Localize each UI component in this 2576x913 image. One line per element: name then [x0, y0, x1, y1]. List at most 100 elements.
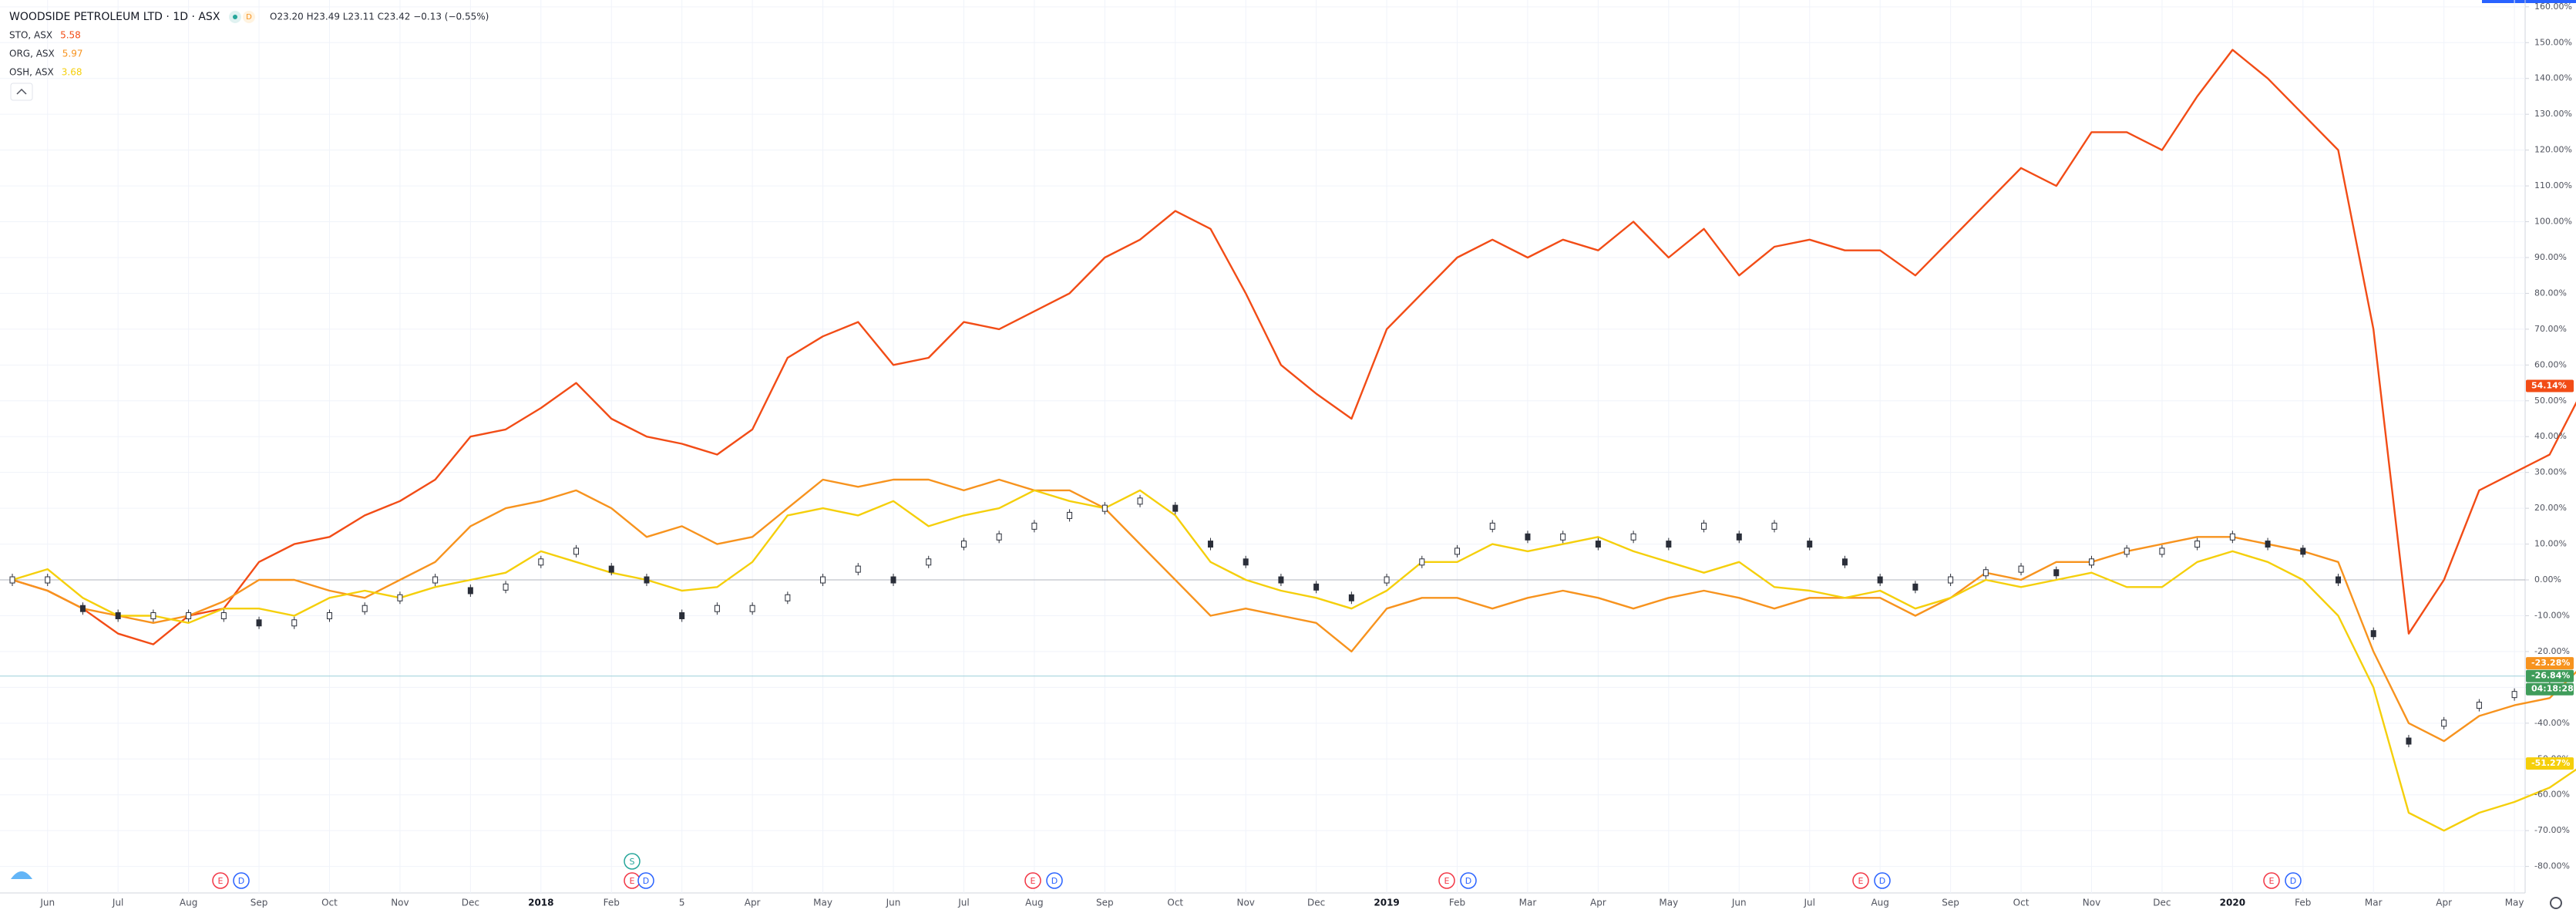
interval-icon — [243, 11, 255, 23]
candle — [2018, 565, 2024, 573]
last-value-badge — [2526, 757, 2574, 770]
last-value-label: -26.84% — [2531, 671, 2570, 681]
series-line — [12, 489, 2576, 832]
y-tick-label: 50.00% — [2534, 396, 2567, 406]
candle — [256, 619, 262, 627]
event-marker[interactable] — [624, 853, 641, 870]
event-marker[interactable] — [2263, 872, 2280, 889]
legend-name[interactable]: STO, ASX — [9, 30, 52, 41]
y-tick-label: 90.00% — [2534, 252, 2567, 262]
x-tick-label: Feb — [2295, 898, 2311, 908]
candle — [1912, 583, 1919, 591]
candle — [1595, 541, 1601, 548]
candle — [9, 576, 15, 584]
candle — [1489, 522, 1495, 530]
y-tick-label: 10.00% — [2534, 539, 2567, 549]
candle — [1982, 569, 1989, 577]
event-marker[interactable] — [637, 872, 654, 889]
candle — [326, 611, 332, 619]
last-value-label: -51.27% — [2531, 758, 2570, 768]
event-marker[interactable] — [1874, 872, 1891, 889]
event-label: S — [630, 857, 635, 867]
x-tick-label: Oct — [1167, 898, 1183, 908]
y-tick-label: 120.00% — [2534, 145, 2572, 155]
candle — [1525, 533, 1531, 541]
y-tick-label: 130.00% — [2534, 109, 2572, 119]
event-label: D — [2290, 876, 2296, 886]
x-tick-label: Jun — [39, 898, 55, 908]
x-tick-label: 2020 — [2220, 898, 2245, 908]
event-label: E — [2269, 876, 2275, 886]
x-tick-label: Nov — [1236, 898, 1254, 908]
candle — [1771, 522, 1777, 530]
event-marker[interactable] — [212, 872, 229, 889]
grid — [0, 0, 2525, 893]
candle — [2476, 702, 2482, 709]
candle — [291, 619, 298, 627]
candle — [2441, 719, 2447, 727]
plot — [9, 49, 2576, 832]
x-tick-label: 2018 — [528, 898, 553, 908]
candle — [538, 558, 544, 566]
candle — [1630, 533, 1636, 541]
settings-icon[interactable] — [2550, 897, 2562, 909]
x-tick-label: Mar — [1519, 898, 1537, 908]
candle — [186, 611, 192, 619]
candle — [503, 583, 509, 591]
y-tick-label: 20.00% — [2534, 503, 2567, 513]
x-tick-label: Aug — [1871, 898, 1888, 908]
event-marker[interactable] — [1852, 872, 1869, 889]
candle — [960, 541, 967, 548]
legend-price: 5.97 — [62, 49, 83, 59]
last-value-badge — [2526, 657, 2574, 670]
event-marker[interactable] — [233, 872, 250, 889]
x-tick-label: 5 — [679, 898, 685, 908]
collapse-icon — [16, 88, 27, 95]
candle — [820, 576, 826, 584]
candle — [1348, 594, 1354, 601]
candle — [1560, 533, 1566, 541]
y-tick-label: -40.00% — [2534, 718, 2570, 728]
collapse-button[interactable] — [10, 83, 33, 101]
ohlc: O23.20 H23.49 L23.11 C23.42 −0.13 (−0.55… — [270, 12, 489, 22]
candle — [1701, 522, 1707, 530]
candle — [467, 587, 473, 595]
logo-icon[interactable] — [11, 871, 32, 879]
countdown-badge — [2526, 682, 2574, 696]
candle — [785, 594, 791, 601]
legend-price: 3.68 — [62, 67, 82, 78]
x-tick-label: May — [813, 898, 832, 908]
y-tick-label: -10.00% — [2534, 610, 2570, 620]
legend-name[interactable]: OSH, ASX — [9, 67, 54, 78]
event-marker[interactable] — [1460, 872, 1477, 889]
candle — [2300, 547, 2306, 555]
legend-name[interactable]: ORG, ASX — [9, 49, 55, 59]
x-tick-label: Apr — [745, 898, 761, 908]
candle — [150, 611, 156, 619]
legend: STO, ASX 5.58 ORG, ASX 5.97 OSH, ASX 3.68 — [9, 30, 82, 78]
y-tick-label: 40.00% — [2534, 431, 2567, 441]
event-marker[interactable] — [1024, 872, 1041, 889]
y-tick-label: -80.00% — [2534, 861, 2570, 871]
candle — [2194, 541, 2201, 548]
candle — [1067, 511, 1073, 519]
x-tick-label: Jul — [1803, 898, 1814, 908]
x-tick-label: Dec — [1307, 898, 1325, 908]
candle — [679, 611, 685, 619]
candle — [1207, 541, 1213, 548]
y-tick-label: 110.00% — [2534, 180, 2572, 190]
x-tick-label: Feb — [1449, 898, 1465, 908]
event-marker[interactable] — [1046, 872, 1063, 889]
x-tick-label: Jul — [957, 898, 969, 908]
x-tick-label: Aug — [180, 898, 197, 908]
event-marker[interactable] — [1438, 872, 1455, 889]
candle — [2265, 541, 2271, 548]
candle — [1137, 497, 1143, 505]
candle — [432, 576, 439, 584]
candle — [1278, 576, 1284, 584]
event-marker[interactable] — [2285, 872, 2302, 889]
candle — [926, 558, 932, 566]
x-tick-label: Jul — [112, 898, 123, 908]
series-line — [12, 49, 2576, 645]
x-tick-label: Oct — [321, 898, 338, 908]
